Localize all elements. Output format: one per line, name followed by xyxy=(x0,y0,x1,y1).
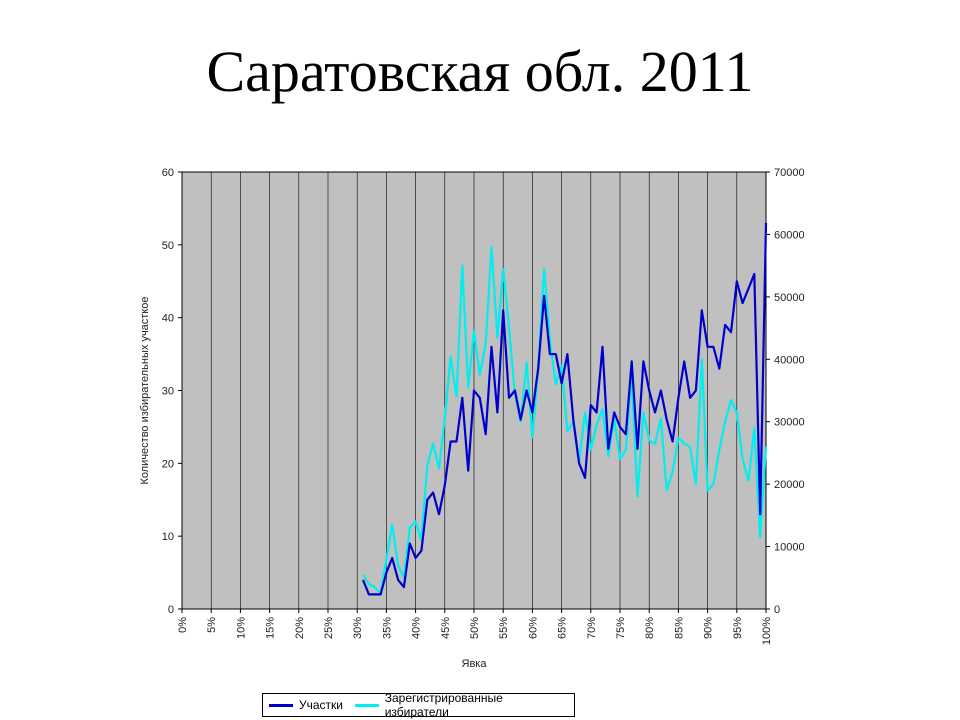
legend-label-uchastki: Участки xyxy=(299,698,343,712)
x-tick-label: 45% xyxy=(440,617,452,639)
x-tick-label: 65% xyxy=(557,617,569,639)
y-right-tick-label: 40000 xyxy=(774,354,805,366)
y-right-tick-label: 0 xyxy=(774,604,780,616)
chart-legend: Участки Зарегистрированные избиратели xyxy=(262,691,575,719)
y-left-tick-label: 50 xyxy=(162,240,174,252)
x-tick-label: 95% xyxy=(732,617,744,639)
slide-title: Саратовская обл. 2011 xyxy=(206,39,754,104)
x-tick-label: 15% xyxy=(265,617,277,639)
legend-item-uchastki: Участки xyxy=(269,698,343,712)
y-right-tick-label: 70000 xyxy=(774,167,805,179)
legend-item-voters: Зарегистрированные избиратели xyxy=(355,691,568,719)
y-left-tick-label: 10 xyxy=(162,531,174,543)
x-tick-label: 85% xyxy=(673,617,685,639)
tick-labels: 0% 5% 10% 15% 20% 25% 30% 35% 40% 45% 50% 55% 60% 65%… xyxy=(162,167,805,645)
series-line-voters xyxy=(362,245,768,595)
x-tick-label: 90% xyxy=(703,617,715,639)
y-left-tick-label: 40 xyxy=(162,313,174,325)
x-tick-label: 55% xyxy=(498,617,510,639)
y-left-tick-label: 30 xyxy=(162,386,174,398)
x-tick-label: 50% xyxy=(469,617,481,639)
x-tick-label: 5% xyxy=(206,617,218,633)
legend-swatch-voters xyxy=(355,703,379,707)
y-axis-title: Количество избирательных участкое xyxy=(139,296,151,484)
x-tick-label: 40% xyxy=(411,617,423,639)
x-tick-label: 10% xyxy=(235,617,247,639)
y-right-tick-label: 30000 xyxy=(774,417,805,429)
x-tick-label: 0% xyxy=(177,617,189,633)
x-tick-label: 75% xyxy=(615,617,627,639)
y-left-tick-label: 0 xyxy=(168,604,174,616)
x-tick-label: 60% xyxy=(527,617,539,639)
x-tick-label: 20% xyxy=(294,617,306,639)
x-tick-label: 25% xyxy=(323,617,335,639)
turnout-chart: 0% 5% 10% 15% 20% 25% 30% 35% 40% 45% 50% 55% 60% 65%… xyxy=(139,167,805,670)
y-left-tick-label: 20 xyxy=(162,458,174,470)
series-line-uchastki xyxy=(361,222,768,596)
series-lines xyxy=(361,222,768,596)
y-right-tick-label: 60000 xyxy=(774,229,805,241)
x-tick-label: 35% xyxy=(381,617,393,639)
x-tick-label: 30% xyxy=(352,617,364,639)
legend-label-voters: Зарегистрированные избиратели xyxy=(384,691,503,719)
x-tick-label: 100% xyxy=(761,617,773,645)
x-axis-title: Явка xyxy=(462,658,488,670)
legend-swatch-uchastki xyxy=(269,703,293,707)
x-tick-label: 80% xyxy=(644,617,656,639)
x-tick-label: 70% xyxy=(586,617,598,639)
y-right-tick-label: 10000 xyxy=(774,542,805,554)
y-right-tick-label: 50000 xyxy=(774,292,805,304)
y-right-tick-label: 20000 xyxy=(774,479,805,491)
axes xyxy=(178,171,770,613)
y-left-tick-label: 60 xyxy=(162,167,174,179)
